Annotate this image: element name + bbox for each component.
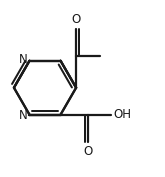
Text: O: O [83, 145, 92, 158]
Text: N: N [19, 53, 28, 67]
Text: N: N [19, 109, 28, 122]
Text: O: O [71, 13, 81, 25]
Text: OH: OH [113, 108, 131, 121]
